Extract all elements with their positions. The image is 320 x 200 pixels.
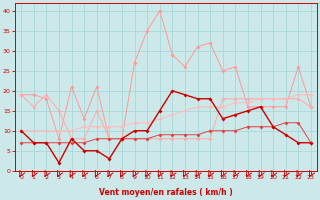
X-axis label: Vent moyen/en rafales ( km/h ): Vent moyen/en rafales ( km/h ) [99, 188, 233, 197]
